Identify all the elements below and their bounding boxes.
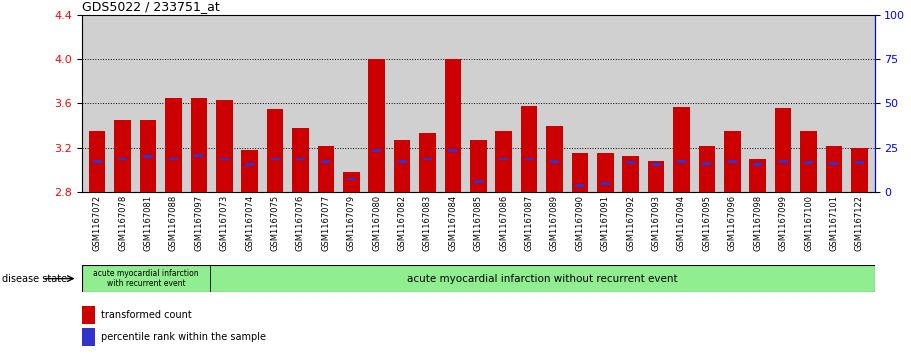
Bar xyxy=(368,59,385,192)
Bar xyxy=(194,154,203,157)
Bar xyxy=(829,162,838,165)
Bar xyxy=(82,265,210,292)
Bar xyxy=(423,158,432,160)
Bar xyxy=(521,106,537,192)
Text: GDS5022 / 233751_at: GDS5022 / 233751_at xyxy=(82,0,220,13)
Bar xyxy=(626,161,635,164)
Bar xyxy=(210,265,875,292)
Bar xyxy=(673,107,690,192)
Bar xyxy=(474,180,483,183)
Bar xyxy=(82,306,95,324)
Bar xyxy=(750,159,766,192)
Bar xyxy=(347,178,356,180)
Bar xyxy=(372,149,381,151)
Bar xyxy=(93,160,102,163)
Text: disease state: disease state xyxy=(2,274,67,284)
Text: transformed count: transformed count xyxy=(101,310,192,320)
Bar xyxy=(547,126,563,192)
Bar xyxy=(550,160,559,163)
Bar xyxy=(139,120,157,192)
Text: percentile rank within the sample: percentile rank within the sample xyxy=(101,332,266,342)
Bar xyxy=(190,98,207,192)
Bar xyxy=(292,128,309,192)
Bar xyxy=(753,163,763,166)
Bar xyxy=(775,108,792,192)
Bar xyxy=(296,158,305,160)
Bar xyxy=(89,131,106,192)
Bar xyxy=(855,161,864,164)
Bar xyxy=(702,162,711,165)
Bar xyxy=(851,148,867,192)
Bar xyxy=(216,100,232,192)
Bar xyxy=(445,59,461,192)
Bar xyxy=(343,172,360,192)
Bar xyxy=(245,163,254,166)
Bar xyxy=(165,98,181,192)
Bar xyxy=(267,109,283,192)
Bar xyxy=(800,131,817,192)
Bar xyxy=(597,154,613,192)
Bar xyxy=(394,140,410,192)
Bar xyxy=(600,182,609,185)
Bar xyxy=(220,158,229,160)
Bar xyxy=(419,134,435,192)
Bar xyxy=(241,150,258,192)
Bar xyxy=(82,328,95,346)
Bar xyxy=(804,161,813,164)
Bar xyxy=(699,146,715,192)
Bar xyxy=(144,155,152,158)
Bar xyxy=(571,154,589,192)
Bar xyxy=(322,160,331,163)
Bar xyxy=(525,158,534,160)
Bar xyxy=(318,146,334,192)
Bar xyxy=(825,146,842,192)
Bar xyxy=(622,156,639,192)
Bar xyxy=(115,120,131,192)
Bar xyxy=(724,131,741,192)
Bar xyxy=(651,163,660,166)
Bar xyxy=(397,160,406,163)
Bar xyxy=(118,158,128,160)
Bar xyxy=(648,161,664,192)
Bar xyxy=(169,158,178,160)
Bar xyxy=(677,160,686,163)
Bar xyxy=(576,184,585,187)
Text: acute myocardial infarction without recurrent event: acute myocardial infarction without recu… xyxy=(407,274,678,284)
Bar xyxy=(779,160,788,163)
Text: acute myocardial infarction
with recurrent event: acute myocardial infarction with recurre… xyxy=(93,269,199,288)
Bar xyxy=(496,131,512,192)
Bar xyxy=(499,158,508,160)
Bar xyxy=(470,140,486,192)
Bar xyxy=(271,158,280,160)
Bar xyxy=(728,160,737,163)
Bar xyxy=(448,149,457,151)
